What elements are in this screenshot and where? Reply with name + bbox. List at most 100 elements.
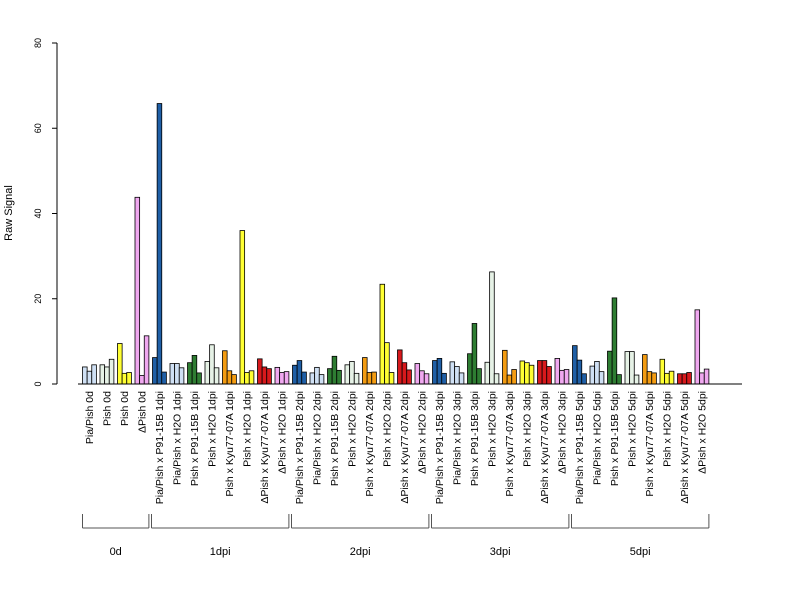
- bar: [493, 373, 500, 385]
- bar: [506, 374, 513, 385]
- x-tick-label: Pia/Pish 0d: [84, 391, 96, 444]
- bar: [686, 372, 692, 385]
- x-tick-label: Pish x H2O 3dpi: [521, 391, 533, 467]
- bar: [314, 366, 320, 385]
- bar: [296, 360, 303, 385]
- bar: [699, 372, 705, 385]
- bar: [633, 374, 640, 385]
- x-tick-labels: Pia/Pish 0d Pish 0d Pish 0d ΔPish 0d Pia/Pis…: [84, 391, 709, 504]
- x-tick-label: ΔPish x H2O 5dpi: [696, 391, 708, 474]
- x-tick-label: ΔPish x H2O 3dpi: [556, 391, 568, 474]
- x-tick-label: Pish x Kyu77-07A 3dpi: [504, 391, 516, 497]
- x-tick-label: Pish x H2O 1dpi: [241, 391, 253, 467]
- bar: [353, 372, 360, 385]
- bar: [616, 374, 622, 385]
- x-tick-label: Pia/Pish x H2O 3dpi: [451, 391, 463, 485]
- y-tick-label: 0: [33, 381, 43, 386]
- bar: [222, 350, 228, 385]
- bar: [82, 366, 88, 385]
- bar: [209, 344, 215, 385]
- bar: [99, 364, 106, 385]
- x-tick-label: Pish x P91-15B 3dpi: [469, 391, 481, 486]
- x-tick-label: ΔPish 0d: [136, 391, 148, 433]
- bar: [541, 360, 548, 385]
- bar: [449, 361, 456, 385]
- bar: [664, 372, 670, 385]
- y-tick-label: 60: [33, 123, 43, 133]
- bar: [607, 350, 613, 385]
- bar: [524, 362, 530, 385]
- bar: [598, 371, 605, 385]
- bar: [388, 372, 395, 385]
- x-tick-label: Pish x H2O 3dpi: [486, 391, 498, 467]
- bar: [484, 361, 491, 385]
- y-tick-label: 20: [33, 294, 43, 304]
- x-tick-label: Pish x H2O 1dpi: [206, 391, 218, 467]
- x-tick-label: Pia/Pish x H2O 5dpi: [591, 391, 603, 485]
- y-axis-label: Raw Signal: [3, 185, 15, 241]
- bar: [576, 359, 583, 385]
- bar: [642, 354, 648, 385]
- bar: [266, 368, 272, 385]
- bar: [134, 196, 141, 385]
- bar: [489, 271, 495, 385]
- bar: [366, 372, 373, 385]
- x-tick-label: Pish 0d: [101, 391, 113, 426]
- y-tick-label: 40: [33, 208, 43, 218]
- bar: [563, 369, 570, 385]
- bar: [169, 363, 176, 385]
- bar: [467, 353, 473, 385]
- bar: [423, 373, 430, 385]
- bar: [126, 372, 132, 385]
- time-point-label: 5dpi: [630, 546, 651, 558]
- x-tick-label: Pia/Pish x H2O 2dpi: [311, 391, 323, 485]
- bar: [419, 370, 425, 385]
- bar: [519, 360, 526, 385]
- bar: [436, 358, 443, 385]
- x-tick-label: Pish x Kyu77-07A 5dpi: [644, 391, 656, 497]
- x-tick-label: Pia/Pish x P91-15B 1dpi: [154, 391, 166, 504]
- bar: [231, 374, 237, 385]
- y-tick-label: 80: [33, 38, 43, 48]
- x-tick-label: Pish x H2O 2dpi: [346, 391, 358, 467]
- time-point-brackets: 0d 1dpi 2dpi 3dpi 5dpi: [82, 514, 710, 558]
- bar: [502, 349, 508, 385]
- bar: [244, 372, 250, 385]
- x-tick-label: Pia/Pish x P91-15B 2dpi: [294, 391, 306, 504]
- time-point-label: 0d: [110, 546, 122, 558]
- bar: [546, 366, 552, 385]
- bar: [572, 345, 578, 385]
- bar: [239, 230, 246, 385]
- bar: [406, 369, 412, 385]
- bar: [156, 103, 163, 385]
- bar: [344, 364, 351, 385]
- x-tick-label: Pish x H2O 2dpi: [381, 391, 393, 467]
- bar: [659, 358, 666, 385]
- bar: [594, 361, 600, 385]
- bar: [196, 372, 202, 385]
- x-tick-label: ΔPish x Kyu77-07A 5dpi: [679, 391, 691, 504]
- bar: [681, 373, 688, 385]
- x-tick-label: Pish x H2O 5dpi: [661, 391, 673, 467]
- bar: [178, 367, 185, 385]
- bar: [213, 367, 220, 385]
- time-point-label: 2dpi: [350, 546, 371, 558]
- bar: [152, 357, 158, 385]
- bar: [471, 323, 478, 385]
- bar: [624, 351, 631, 385]
- bar: [143, 335, 150, 385]
- bar: [677, 373, 683, 385]
- bar: [511, 369, 517, 385]
- x-tick-label: ΔPish x Kyu77-07A 1dpi: [259, 391, 271, 504]
- bar: [589, 365, 596, 385]
- bar: [257, 358, 263, 385]
- bar: [581, 373, 587, 385]
- bar: [559, 369, 565, 385]
- bar: [528, 364, 535, 385]
- bar: [537, 360, 543, 385]
- bar: [283, 371, 290, 385]
- bar: [261, 366, 268, 385]
- time-point-label: 3dpi: [490, 546, 511, 558]
- bar: [694, 309, 701, 385]
- bar: [371, 371, 377, 385]
